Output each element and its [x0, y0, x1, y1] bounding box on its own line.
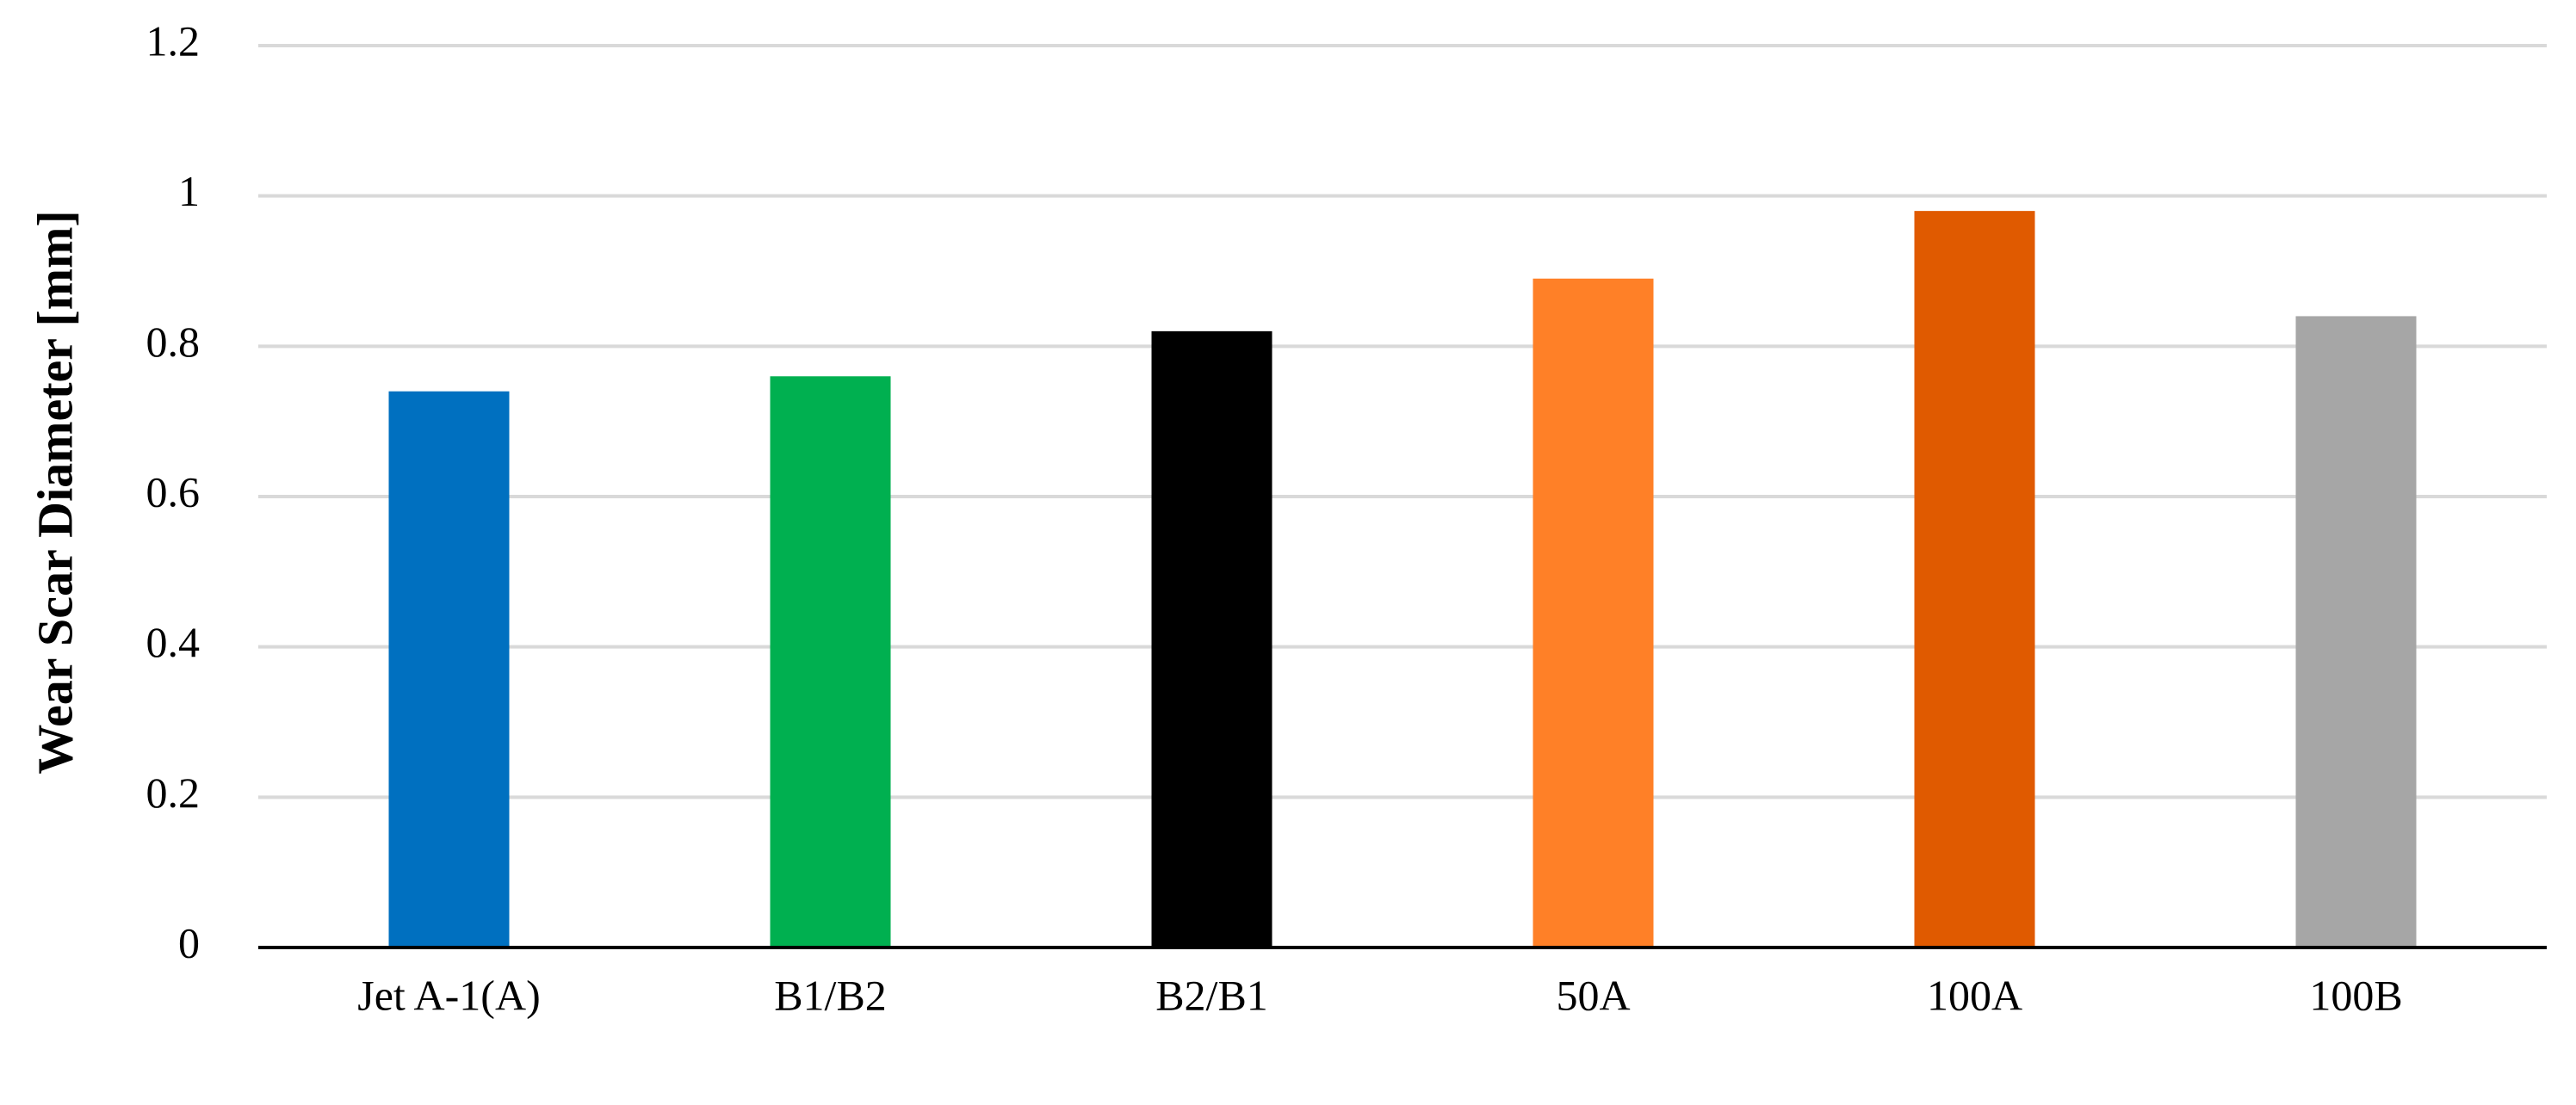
y-tick-label: 0: [178, 918, 200, 966]
x-tick-label: 100B: [2309, 971, 2402, 1019]
y-tick-label: 0.8: [146, 318, 201, 366]
x-tick-label: 50A: [1556, 971, 1630, 1019]
bar: [1533, 278, 1654, 948]
bar: [770, 376, 891, 948]
x-tick-label: Jet A-1(A): [357, 971, 540, 1019]
x-tick-label: B1/B2: [774, 971, 887, 1019]
y-tick-label: 0.4: [146, 618, 201, 666]
y-tick-label: 0.2: [146, 769, 201, 817]
bar: [2295, 316, 2417, 948]
bar: [1914, 211, 2035, 948]
y-tick-label: 1: [178, 167, 200, 215]
y-tick-label: 1.2: [146, 16, 201, 65]
bar: [1151, 330, 1273, 948]
x-tick-label: 100A: [1927, 971, 2022, 1019]
y-axis-title: Wear Scar Diameter [mm]: [27, 210, 83, 775]
x-tick-label: B2/B1: [1155, 971, 1268, 1019]
bar: [388, 391, 510, 948]
y-tick-label: 0.6: [146, 467, 201, 515]
